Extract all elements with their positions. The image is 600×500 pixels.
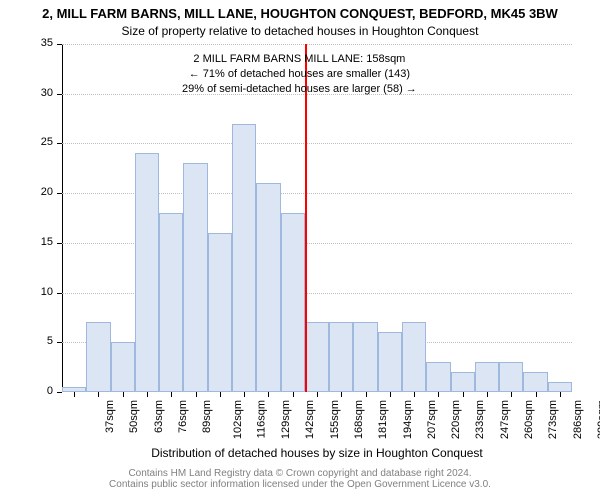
y-tick-label: 5 [27,335,53,347]
y-tick-label: 30 [27,87,53,99]
x-tick [268,392,269,397]
y-tick-label: 10 [27,286,53,298]
x-tick [536,392,537,397]
x-tick [293,392,294,397]
bar [208,233,232,392]
x-tick [98,392,99,397]
x-tick-label: 273sqm [547,400,559,439]
x-tick-label: 233sqm [475,400,487,439]
x-tick [511,392,512,397]
y-tick [57,342,62,343]
x-tick [196,392,197,397]
x-tick-label: 155sqm [329,400,341,439]
plot-area: 0510152025303537sqm50sqm63sqm76sqm89sqm1… [62,44,572,392]
x-tick-label: 37sqm [104,400,116,433]
x-tick-label: 260sqm [523,400,535,439]
y-tick-label: 25 [27,136,53,148]
bar [111,342,135,392]
x-tick-label: 129sqm [280,400,292,439]
x-tick-label: 63sqm [153,400,165,433]
x-tick-label: 116sqm [255,400,267,438]
bar [281,213,305,392]
x-tick [487,392,488,397]
y-tick [57,243,62,244]
bar [256,183,280,392]
footer-line-1: Contains HM Land Registry data © Crown c… [0,468,600,479]
y-tick-label: 15 [27,236,53,248]
bar [523,372,547,392]
x-tick [366,392,367,397]
x-tick-label: 247sqm [499,400,511,439]
chart-title: 2, MILL FARM BARNS, MILL LANE, HOUGHTON … [0,6,600,21]
y-tick-label: 20 [27,186,53,198]
x-tick-label: 207sqm [426,400,438,439]
y-tick [57,193,62,194]
x-tick [171,392,172,397]
bar [378,332,402,392]
bar [159,213,183,392]
y-tick [57,94,62,95]
bar [86,322,110,392]
bar [548,382,572,392]
footer-text: Contains HM Land Registry data © Crown c… [0,468,600,490]
x-tick-label: 286sqm [572,400,584,439]
y-tick-label: 0 [27,385,53,397]
x-tick [390,392,391,397]
annotation-line-2: ← 71% of detached houses are smaller (14… [182,67,417,82]
bar [426,362,450,392]
chart-container: 2, MILL FARM BARNS, MILL LANE, HOUGHTON … [0,0,600,500]
x-tick [74,392,75,397]
x-tick-label: 50sqm [128,400,140,433]
x-tick [244,392,245,397]
x-tick-label: 194sqm [402,400,414,439]
annotation-line-1: 2 MILL FARM BARNS MILL LANE: 158sqm [182,52,417,67]
x-tick [123,392,124,397]
x-tick [414,392,415,397]
x-tick [438,392,439,397]
x-tick [560,392,561,397]
bar [183,163,207,392]
grid-line [62,143,572,144]
x-tick-label: 220sqm [450,400,462,439]
y-axis-line [62,44,63,392]
y-tick-label: 35 [27,37,53,49]
annotation-box: 2 MILL FARM BARNS MILL LANE: 158sqm← 71%… [182,52,417,97]
x-tick-label: 102sqm [232,400,244,439]
y-tick [57,293,62,294]
bar [499,362,523,392]
x-tick-label: 76sqm [177,400,189,433]
bar [232,124,256,392]
footer-line-2: Contains public sector information licen… [0,479,600,490]
bar [305,322,329,392]
y-tick [57,143,62,144]
bar [353,322,377,392]
x-tick-label: 181sqm [377,400,389,439]
y-tick [57,392,62,393]
grid-line [62,44,572,45]
annotation-line-3: 29% of semi-detached houses are larger (… [182,82,417,97]
x-tick-label: 168sqm [353,400,365,439]
x-tick-label: 89sqm [201,400,213,433]
x-tick [220,392,221,397]
bar [135,153,159,392]
x-tick-label: 142sqm [305,400,317,439]
bar [475,362,499,392]
bar [329,322,353,392]
y-tick [57,44,62,45]
bar [451,372,475,392]
x-tick [341,392,342,397]
x-axis-label: Distribution of detached houses by size … [62,446,572,460]
bar [402,322,426,392]
x-tick [147,392,148,397]
chart-subtitle: Size of property relative to detached ho… [0,24,600,38]
x-tick [463,392,464,397]
x-tick-label: 299sqm [596,400,600,439]
x-tick [317,392,318,397]
